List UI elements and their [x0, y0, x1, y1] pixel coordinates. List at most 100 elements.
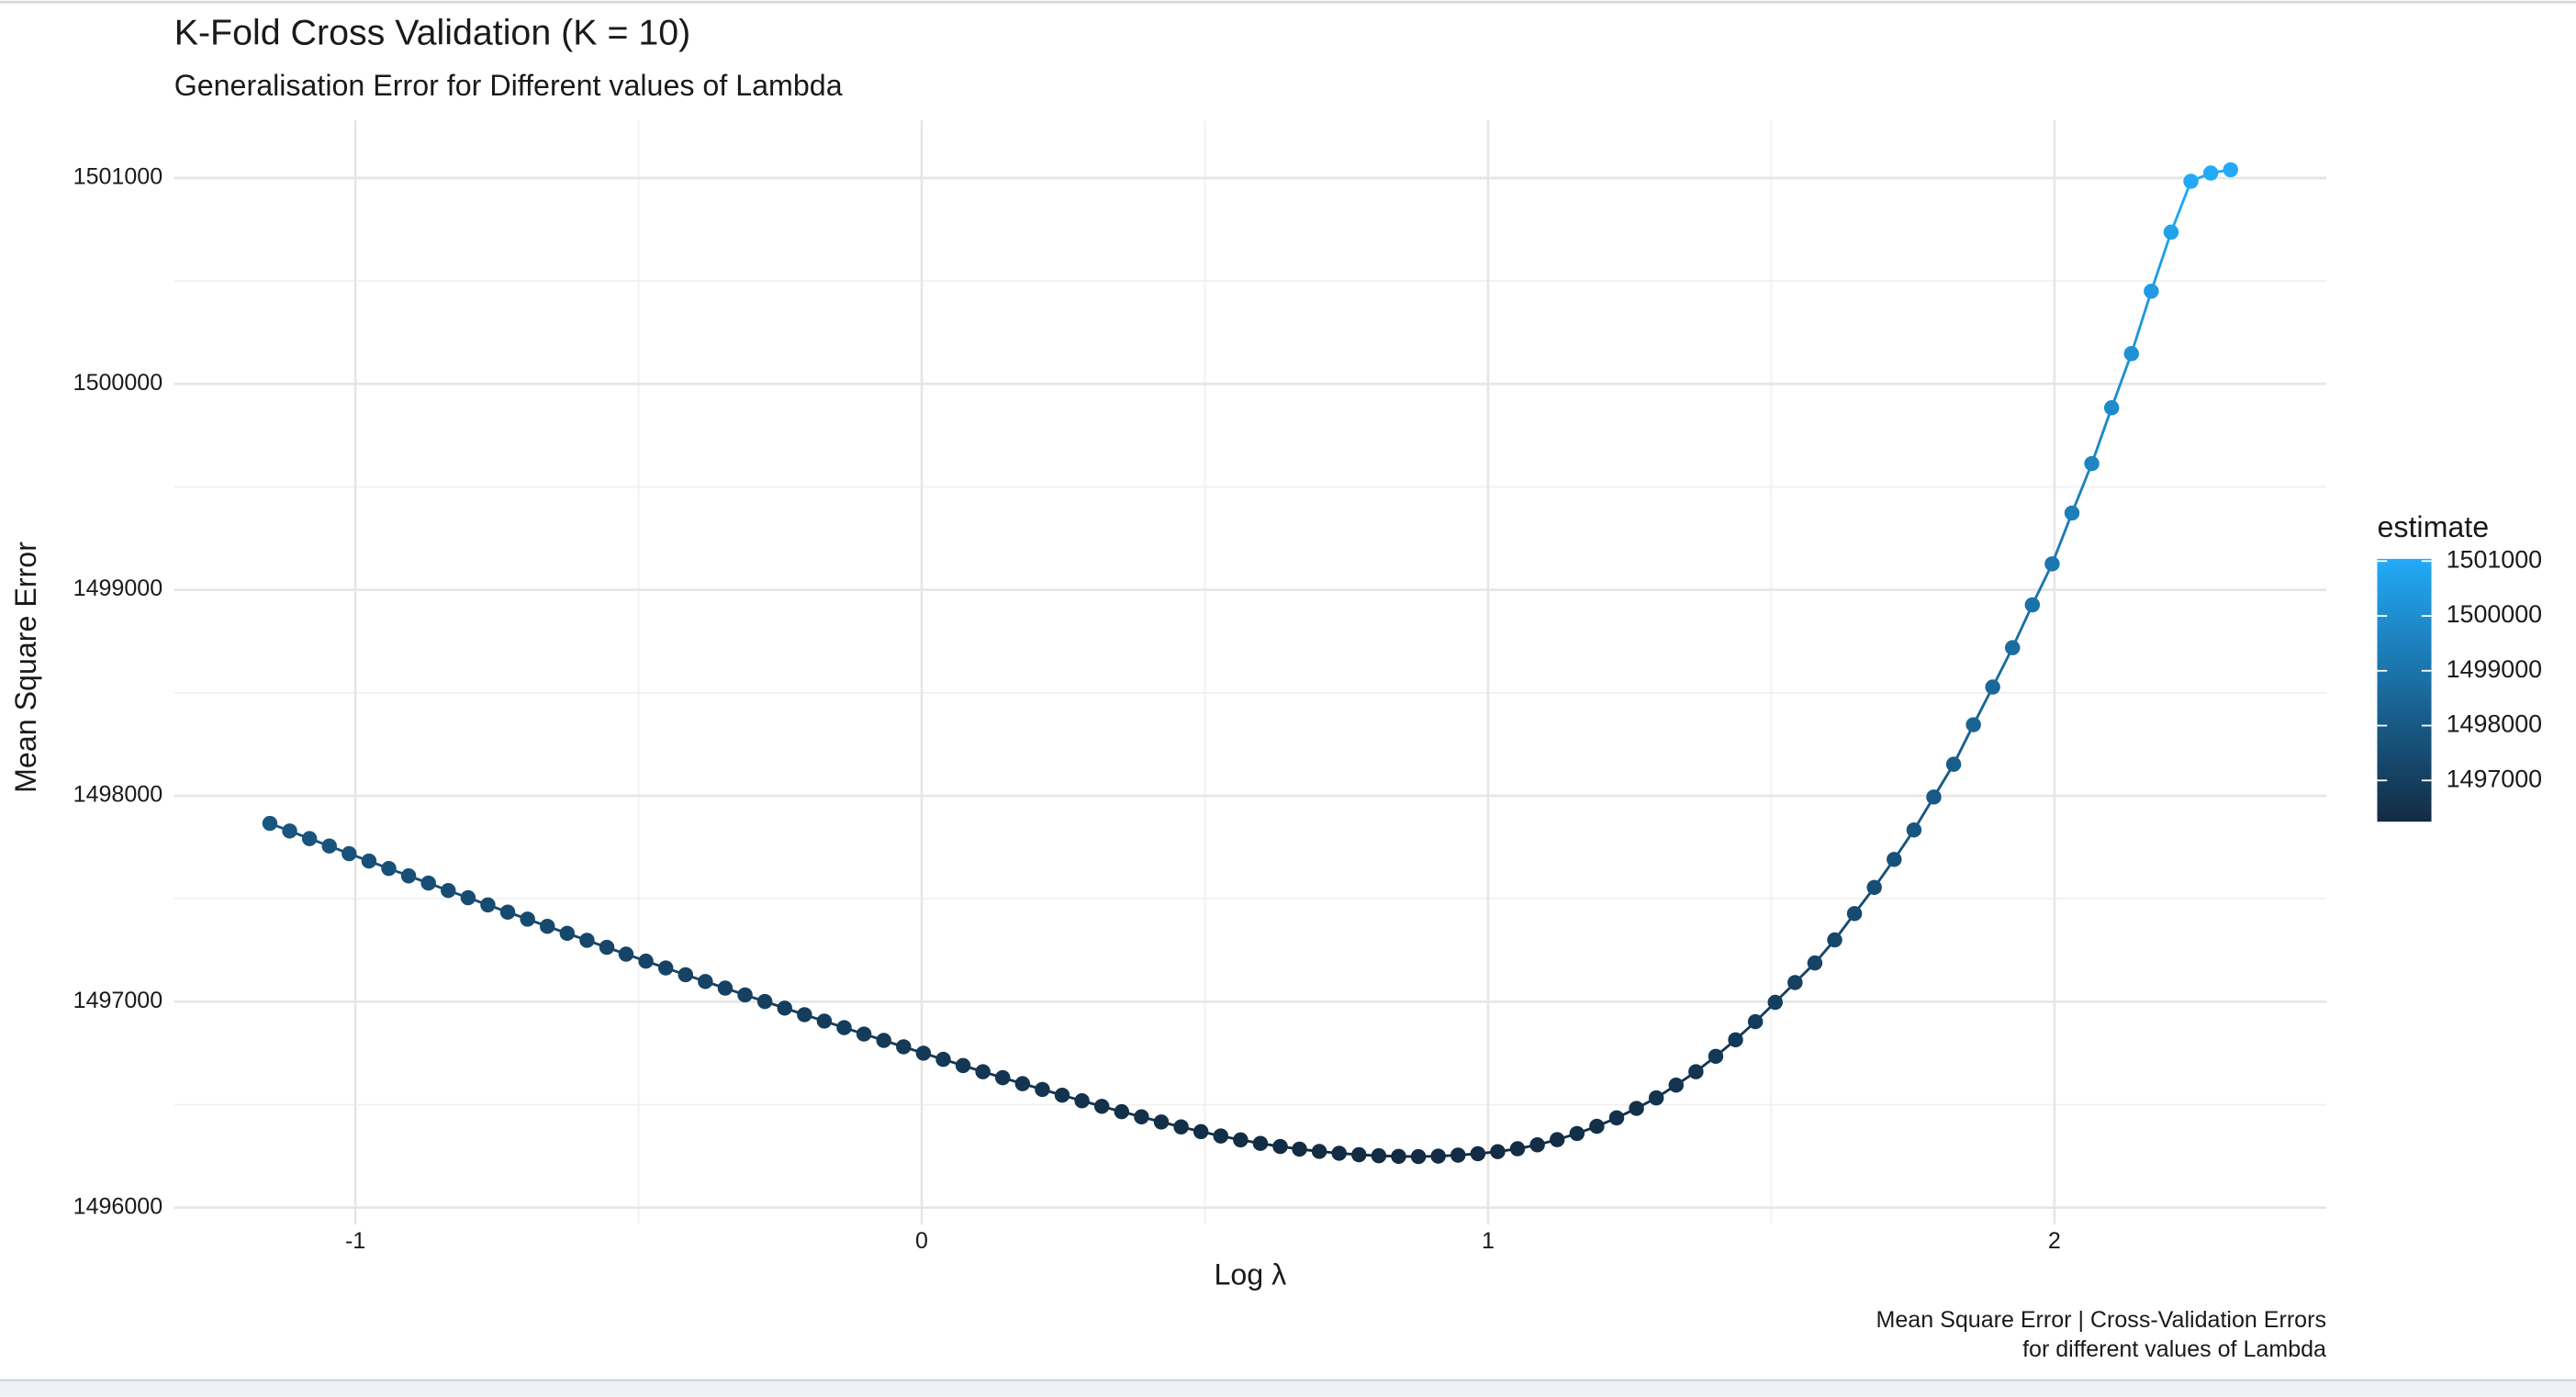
x-tick-label: 0: [915, 1228, 928, 1254]
data-point: [1926, 789, 1942, 805]
x-tick-label: -1: [345, 1228, 365, 1254]
y-tick-label: 1499000: [73, 576, 163, 601]
data-point: [1035, 1081, 1050, 1098]
data-point: [1272, 1138, 1288, 1155]
data-point: [381, 860, 397, 877]
data-point: [698, 974, 713, 989]
data-point: [915, 1045, 932, 1061]
y-axis-title: Mean Square Error: [9, 542, 42, 793]
data-point: [1846, 906, 1863, 922]
data-point: [400, 868, 417, 884]
data-point: [2044, 556, 2060, 572]
data-point: [2084, 455, 2100, 472]
data-point: [1945, 756, 1962, 772]
data-point: [955, 1057, 971, 1074]
y-tick-label: 1496000: [73, 1193, 163, 1219]
data-point: [2144, 284, 2159, 299]
data-point: [2163, 224, 2179, 240]
data-point: [618, 946, 634, 962]
data-point: [737, 987, 753, 1003]
data-point: [1193, 1123, 1209, 1140]
data-point: [856, 1026, 872, 1042]
data-point: [678, 967, 694, 983]
data-point: [540, 918, 555, 934]
data-point: [1569, 1125, 1585, 1142]
data-point: [1153, 1114, 1170, 1130]
data-point: [1134, 1109, 1149, 1124]
data-point: [1311, 1144, 1327, 1159]
data-point: [935, 1051, 951, 1067]
data-point: [1787, 975, 1803, 990]
data-point: [1233, 1132, 1249, 1148]
data-point: [638, 953, 654, 969]
data-point: [559, 925, 576, 942]
data-point: [1866, 879, 1882, 896]
data-point: [1529, 1137, 1545, 1153]
data-point: [1391, 1148, 1406, 1165]
data-point: [1608, 1110, 1625, 1126]
data-point: [1490, 1144, 1506, 1159]
data-point: [1708, 1048, 1724, 1065]
legend-title: estimate: [2377, 510, 2489, 543]
data-point: [1688, 1064, 1704, 1079]
legend-label: 1498000: [2447, 710, 2542, 738]
data-point: [321, 838, 337, 854]
data-point: [520, 911, 535, 927]
x-axis-title: Log λ: [1214, 1257, 1286, 1291]
data-point: [579, 933, 595, 948]
series-line: [269, 168, 2231, 1158]
chart-title: K-Fold Cross Validation (K = 10): [174, 12, 691, 52]
data-point: [876, 1033, 891, 1048]
data-point: [1668, 1077, 1684, 1093]
data-point: [1173, 1119, 1189, 1134]
data-point: [342, 845, 357, 862]
data-point: [420, 875, 436, 891]
data-point: [836, 1020, 852, 1035]
data-point: [1351, 1146, 1367, 1163]
data-point: [1906, 821, 1922, 838]
data-point: [441, 882, 456, 899]
data-point: [2004, 640, 2021, 655]
data-point: [797, 1007, 812, 1023]
data-point: [777, 1000, 792, 1016]
data-point: [2024, 597, 2041, 613]
data-point: [1093, 1099, 1110, 1114]
data-point: [460, 889, 476, 906]
x-tick-label: 2: [2048, 1228, 2061, 1254]
data-point: [2103, 400, 2120, 416]
data-point: [499, 904, 516, 920]
data-point: [480, 897, 496, 913]
data-point: [1648, 1090, 1664, 1106]
data-point: [995, 1069, 1011, 1086]
data-point: [1629, 1101, 1644, 1116]
data-point: [717, 980, 734, 996]
legend-label: 1499000: [2447, 655, 2542, 683]
data-point: [1410, 1148, 1427, 1165]
data-point: [657, 960, 674, 976]
data-point: [1887, 852, 1902, 867]
data-point: [1966, 717, 1981, 732]
data-point: [1114, 1103, 1130, 1120]
legend-label: 1497000: [2447, 765, 2542, 792]
data-point: [756, 993, 773, 1010]
data-point: [1292, 1141, 1307, 1157]
data-point: [1331, 1146, 1347, 1161]
data-point: [361, 853, 377, 869]
x-tick-label: 1: [1482, 1228, 1495, 1254]
y-tick-label: 1497000: [73, 988, 163, 1013]
data-point: [1807, 955, 1823, 971]
data-point: [301, 831, 318, 846]
data-point: [282, 823, 297, 839]
data-point: [1252, 1135, 1269, 1151]
data-point: [1014, 1076, 1031, 1091]
chart-subtitle: Generalisation Error for Different value…: [174, 69, 843, 102]
y-tick-label: 1501000: [73, 164, 163, 190]
data-point: [2202, 165, 2219, 181]
data-point: [1371, 1147, 1387, 1164]
legend-label: 1501000: [2447, 545, 2542, 573]
y-tick-label: 1498000: [73, 782, 163, 808]
data-point: [1213, 1128, 1228, 1144]
data-point: [1549, 1132, 1565, 1147]
y-tick-label: 1500000: [73, 370, 163, 396]
